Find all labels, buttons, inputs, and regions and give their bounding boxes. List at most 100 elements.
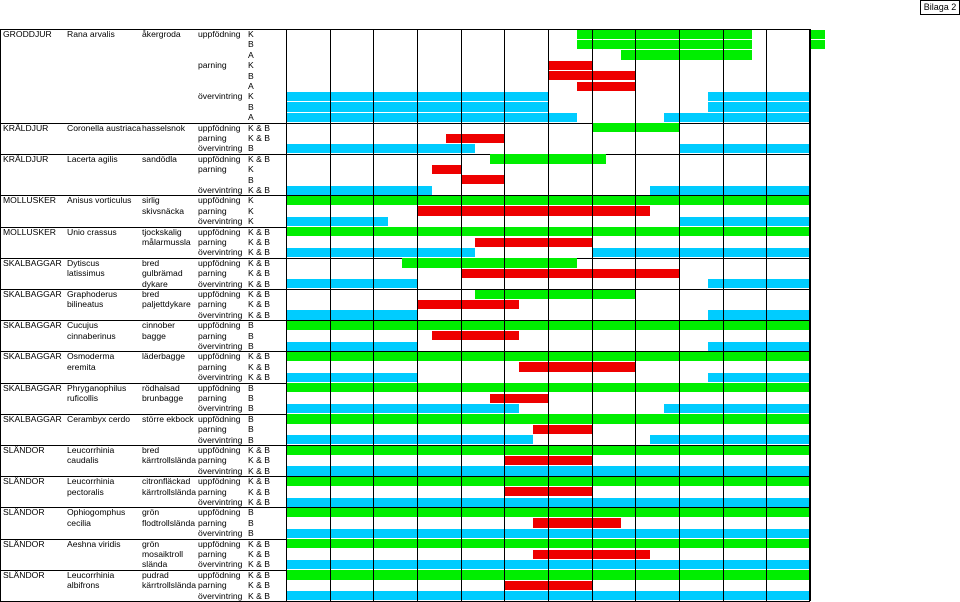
region-code: A [248,112,254,123]
region-code: B [248,403,254,414]
category-label: SKALBAGGAR [3,351,62,362]
category-label: SKALBAGGAR [3,382,62,393]
activity-period-bar [708,279,810,289]
activity-label: parning [198,299,227,310]
region-code: K & B [248,361,270,372]
swedish-name: tjockskalig [142,226,182,237]
activity-label: uppfödning [198,507,241,518]
category-label: SKALBAGGAR [3,413,62,424]
activity-label: uppfödning [198,153,241,164]
activity-label: parning [198,424,227,435]
region-code: B [248,70,254,81]
region-code: B [248,528,254,539]
activity-period-bar [446,133,505,143]
latin-name: Leucorrhinia [67,445,115,455]
activity-period-bar [475,289,636,299]
activity-period-bar [286,435,534,445]
latin-name: Lacerta agilis [67,153,118,164]
category-label: KRÄLDJUR [3,153,49,164]
grid-column-line [373,29,375,601]
category-label: MOLLUSKER [3,195,57,206]
activity-label: övervintring [198,247,243,258]
activity-label: parning [198,517,227,528]
region-code: B [248,174,254,185]
latin-name: latissimus [67,268,105,279]
region-code: B [248,517,254,528]
swedish-name: grön [142,538,160,549]
region-code: B [248,413,254,424]
activity-period-bar [286,341,417,351]
grid-column-line [679,29,680,601]
region-code: K & B [248,569,270,580]
region-code: B [248,434,254,445]
activity-label: parning [198,133,227,143]
latin-name: Rana arvalis [67,29,115,39]
category-label: SLÄNDOR [3,538,45,549]
latin-name: Aeshna viridis [67,538,121,549]
latin-name: Unio crassus [67,226,117,237]
latin-name: Leucorrhinia [67,569,115,580]
swedish-name: mosaiktroll [142,549,184,559]
activity-period-bar [533,424,592,435]
swedish-name: kärrtrollslända [142,580,196,591]
swedish-name: sandödla [142,153,177,164]
activity-label: uppfödning [198,569,241,580]
table-frame [0,29,810,602]
region-code: B [248,320,254,331]
activity-label: övervintring [198,143,243,154]
activity-period-bar [649,185,810,195]
activity-period-bar [286,185,432,195]
region-code: B [248,341,254,351]
swedish-name: gulbrämad [142,268,183,279]
activity-period-bar [591,123,679,133]
swedish-name: rödhalsad [142,382,180,393]
activity-label: uppfödning [198,382,241,393]
region-code: B [248,424,254,435]
latin-name: cinnaberinus [67,330,116,341]
region-code: K & B [248,278,270,289]
region-code: B [248,382,254,393]
region-code: K [248,164,254,175]
activity-period-bar [286,279,417,289]
activity-period-bar [475,237,592,247]
swedish-name: kärrtrollslända [142,455,196,466]
activity-label: uppfödning [198,29,241,39]
region-code: K & B [248,538,270,549]
region-code: K [248,60,254,71]
grid-column-line [329,29,331,601]
region-code: K & B [248,299,270,310]
swedish-name: bred [142,289,160,299]
activity-label: övervintring [198,497,243,507]
swedish-name: läderbagge [142,351,186,362]
activity-label: övervintring [198,559,243,570]
activity-period-bar [402,258,578,268]
region-code: K [248,216,254,227]
grid-column-line [591,29,593,601]
swedish-name: skivsnäcka [142,205,185,216]
latin-name: caudalis [67,455,99,466]
region-code: K & B [248,122,270,133]
region-code: A [248,81,254,91]
activity-label: övervintring [198,185,243,195]
latin-name: albifrons [67,580,100,591]
activity-label: övervintring [198,278,243,289]
activity-period-bar [504,487,592,497]
latin-name: Osmoderma [67,351,115,362]
activity-period-bar [286,310,417,320]
activity-period-bar [504,455,592,466]
activity-period-bar [577,81,636,91]
grid-column-line [417,29,418,601]
activity-label: parning [198,580,227,591]
swedish-name: hasselsnok [142,122,185,133]
activity-label: uppfödning [198,351,241,362]
region-code: K [248,195,254,206]
activity-label: uppfödning [198,538,241,549]
activity-label: parning [198,237,227,247]
activity-label: övervintring [198,372,243,383]
category-label: SLÄNDOR [3,476,45,487]
region-code: B [248,39,254,50]
region-code: K & B [248,351,270,362]
grid-column-line [460,29,462,601]
activity-period-bar [417,206,650,216]
swedish-name: åkergroda [142,29,181,39]
